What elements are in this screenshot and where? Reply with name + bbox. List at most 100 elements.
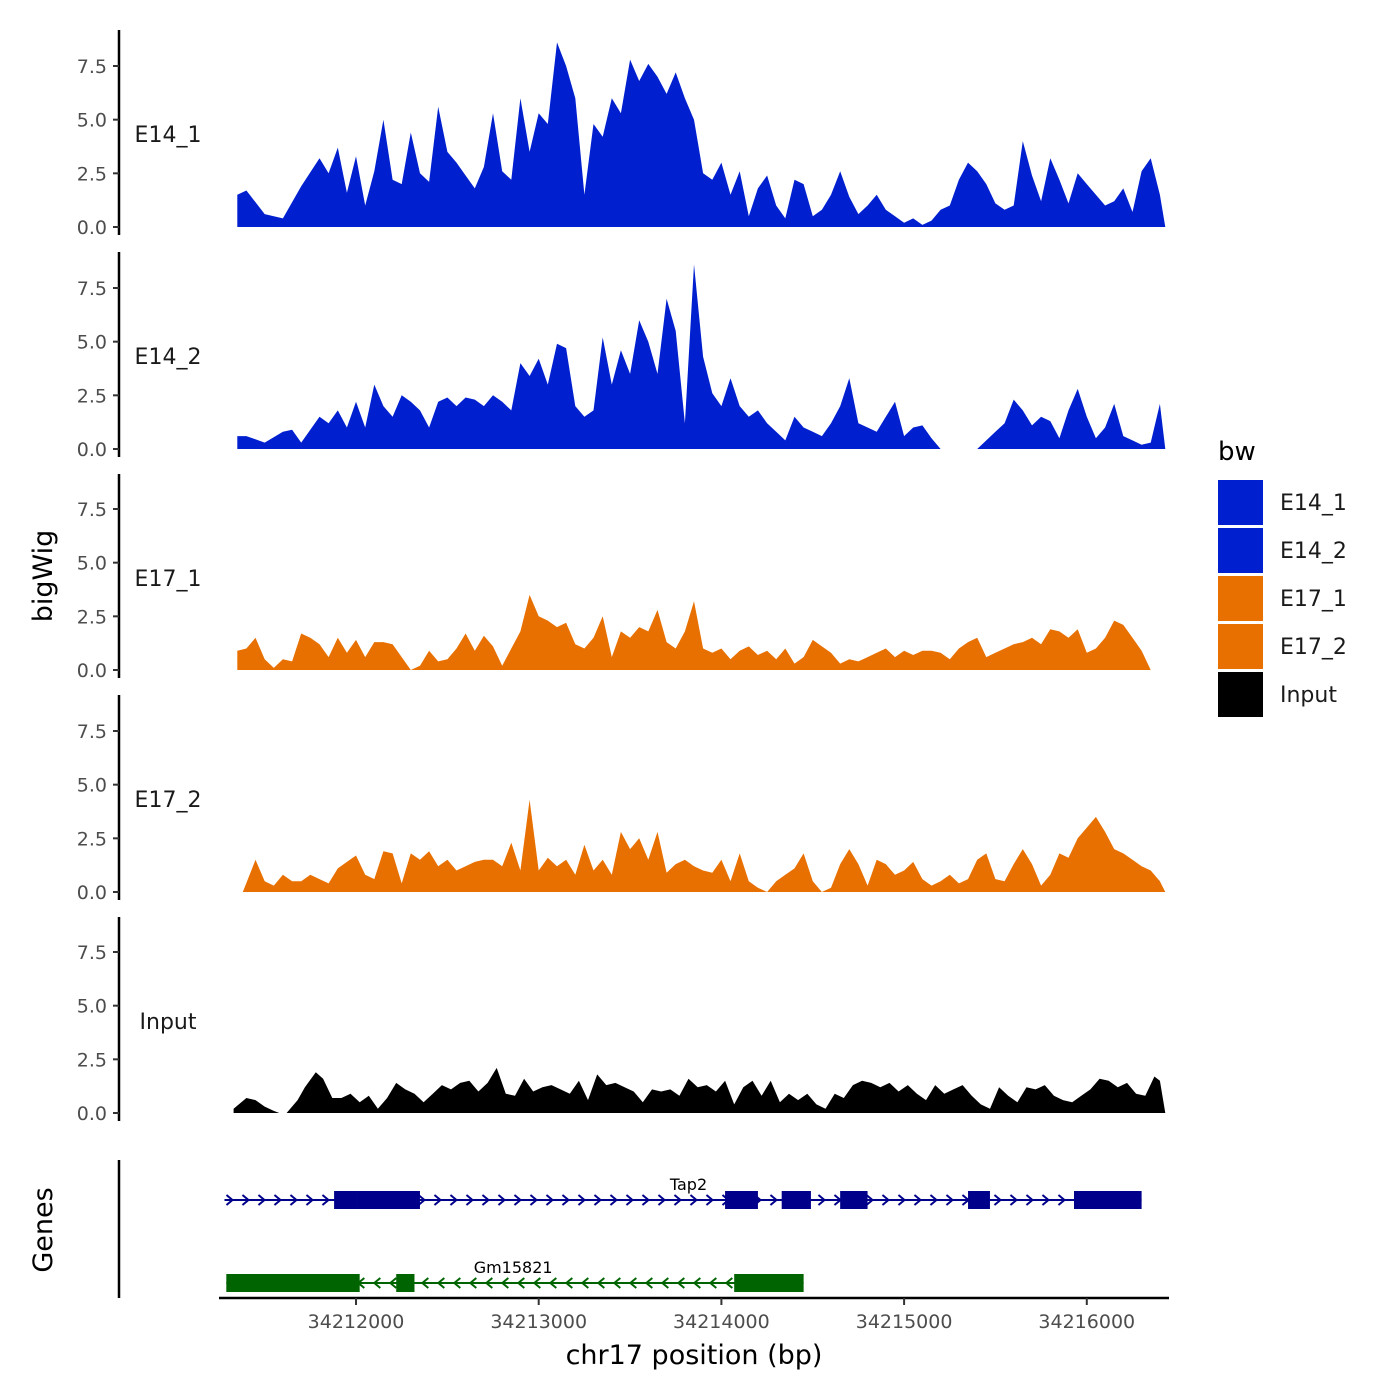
gene-exon [356,1191,420,1209]
legend-swatch-Input [1218,672,1263,717]
x-axis: 34212000 34213000 34214000 34215000 34216000 [219,1296,1169,1333]
strand-arrow [644,1277,653,1289]
strand-arrow [289,1194,299,1206]
strand-arrow [500,1277,509,1289]
strand-arrow [372,1277,381,1289]
gene-exon [334,1191,357,1209]
strand-arrow [593,1194,603,1206]
y-tick-label: 2.5 [77,163,107,185]
strand-arrow [273,1194,283,1206]
gene-exon [1074,1191,1142,1209]
track-Input: 0.0 2.5 5.0 7.5 Input [77,917,1166,1125]
strand-arrow [497,1194,507,1206]
track-area-E17_2 [242,799,1166,892]
gene-exon [396,1274,415,1292]
legend: bw E14_1 E14_2 E17_1 E17_2 Input [1218,437,1347,717]
strand-arrow [321,1194,331,1206]
y-tick-label: 2.5 [77,385,107,407]
track-E17_2: 0.0 2.5 5.0 7.5 E17_2 [77,695,1166,904]
strand-arrow [241,1194,251,1206]
y-tick-label: 2.5 [77,606,107,628]
legend-title: bw [1218,437,1256,467]
y-tick-label: 0.0 [77,439,107,461]
x-tick-label: 34213000 [490,1311,587,1333]
x-tick-label: 34212000 [308,1311,405,1333]
strand-arrow [708,1277,717,1289]
y-tick-label: 7.5 [77,721,107,743]
gene-Gm15821: Gm15821 [226,1258,804,1292]
gene-Tap2: Tap2 [224,1175,1142,1209]
strand-arrow [468,1277,477,1289]
track-label-E14_2: E14_2 [135,345,202,370]
strand-arrow [513,1194,523,1206]
y-tick-label: 5.0 [77,332,107,354]
strand-arrow [641,1194,651,1206]
legend-swatch-E14_2 [1218,528,1263,573]
strand-arrow [609,1194,619,1206]
x-tick-label: 34216000 [1038,1311,1135,1333]
strand-arrow [676,1277,685,1289]
strand-arrow [945,1194,955,1206]
gene-exon [968,1191,990,1209]
strand-arrow [913,1194,923,1206]
legend-swatch-E14_1 [1218,480,1263,525]
legend-label-E14_1: E14_1 [1280,491,1347,516]
strand-arrow [660,1277,669,1289]
strand-arrow [436,1277,445,1289]
strand-arrow [1041,1194,1051,1206]
strand-arrow [657,1194,667,1206]
y-tick-label: 0.0 [77,1103,107,1125]
gene-label-Gm15821: Gm15821 [474,1258,553,1277]
strand-arrow [388,1277,397,1289]
strand-arrow [484,1277,493,1289]
y-tick-label: 5.0 [77,996,107,1018]
strand-arrow [564,1277,573,1289]
y-tick-label: 7.5 [77,278,107,300]
strand-arrow [561,1194,571,1206]
gene-exon [725,1191,758,1209]
y-tick-label: 7.5 [77,942,107,964]
legend-label-E17_2: E17_2 [1280,635,1347,660]
y-tick-label: 0.0 [77,882,107,904]
y-tick-label: 0.0 [77,660,107,682]
strand-arrow [481,1194,491,1206]
y-tick-label: 7.5 [77,499,107,521]
gene-exon [781,1191,811,1209]
track-E17_1: 0.0 2.5 5.0 7.5 E17_1 [77,474,1151,682]
legend-label-E14_2: E14_2 [1280,539,1347,564]
strand-arrow [532,1277,541,1289]
strand-arrow [548,1277,557,1289]
x-tick-label: 34214000 [673,1311,770,1333]
strand-arrow [577,1194,587,1206]
strand-arrow [993,1194,1003,1206]
track-label-Input: Input [140,1010,197,1035]
legend-swatch-E17_1 [1218,576,1263,621]
track-area-E14_1 [237,42,1166,228]
strand-arrow [881,1194,891,1206]
strand-arrow [452,1277,461,1289]
gene-exon [734,1274,804,1292]
gene-exon [840,1191,868,1209]
strand-arrow [420,1277,429,1289]
y-tick-label: 7.5 [77,56,107,78]
tracks-layer: 0.0 2.5 5.0 7.5 E14_1 0.0 2.5 5.0 7.5 E14_2 0.0 2.5… [77,30,1166,1125]
y-tick-label: 5.0 [77,553,107,575]
strand-arrow [516,1277,525,1289]
y-tick-label: 5.0 [77,110,107,132]
y-tick-label: 2.5 [77,828,107,850]
strand-arrow [769,1194,779,1206]
strand-arrow [673,1194,683,1206]
strand-arrow [433,1194,443,1206]
track-label-E14_1: E14_1 [135,123,202,148]
strand-arrow [449,1194,459,1206]
track-label-E17_1: E17_1 [135,567,202,592]
strand-arrow [628,1277,637,1289]
strand-arrow [225,1194,235,1206]
strand-arrow [705,1194,715,1206]
track-E14_2: 0.0 2.5 5.0 7.5 E14_2 [77,252,1166,461]
legend-label-Input: Input [1280,683,1337,708]
strand-arrow [596,1277,605,1289]
x-tick-label: 34215000 [856,1311,953,1333]
genes-panel: Tap2 Gm15821 [117,1160,1142,1298]
strand-arrow [545,1194,555,1206]
